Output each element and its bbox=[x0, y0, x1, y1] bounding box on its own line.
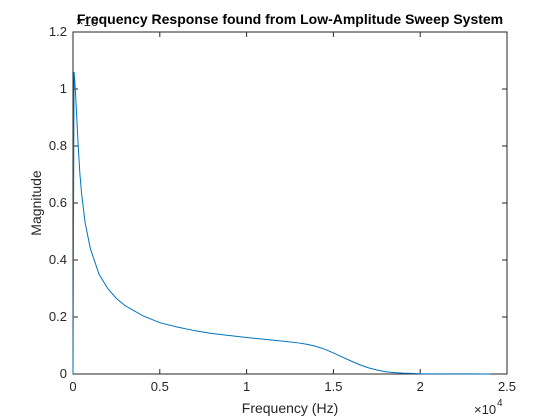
x-exponent-power: 4 bbox=[497, 398, 503, 409]
x-tick-label: 2 bbox=[417, 379, 424, 394]
y-tick-label: 0.8 bbox=[49, 138, 67, 153]
x-tick-label: 1 bbox=[243, 379, 250, 394]
x-axis-label: Frequency (Hz) bbox=[242, 400, 338, 416]
axes-box bbox=[73, 32, 507, 374]
y-tick-label: 1.2 bbox=[49, 24, 67, 39]
y-tick-label: 0.2 bbox=[49, 309, 67, 324]
y-tick-label: 1 bbox=[60, 81, 67, 96]
x-exponent-label: ×10 bbox=[474, 402, 496, 417]
x-tick-label: 0.5 bbox=[151, 379, 169, 394]
y-tick-label: 0.4 bbox=[49, 252, 67, 267]
x-tick-label: 0 bbox=[69, 379, 76, 394]
y-tick-label: 0.6 bbox=[49, 195, 67, 210]
chart-title: Frequency Response found from Low-Amplit… bbox=[77, 11, 503, 27]
x-tick-label: 1.5 bbox=[324, 379, 342, 394]
x-tick-label: 2.5 bbox=[498, 379, 516, 394]
y-axis-label: Magnitude bbox=[28, 170, 44, 236]
y-tick-label: 0 bbox=[60, 366, 67, 381]
plot-area: 0 0.5 1 1.5 2 2.5 0 0.2 0.4 0.6 0.8 1 1.2 bbox=[49, 24, 516, 394]
